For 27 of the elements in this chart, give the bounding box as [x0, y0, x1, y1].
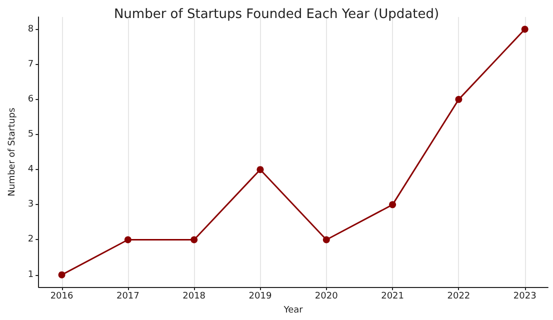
- x-tick-label: 2016: [50, 292, 74, 302]
- point: [58, 271, 66, 278]
- y-tick-label: 7: [28, 59, 34, 70]
- chart-title: Number of Startups Founded Each Year (Updated): [114, 7, 440, 22]
- x-tick-label: 2020: [314, 292, 338, 302]
- y-axis-title: Number of Startups: [8, 107, 18, 196]
- y-tick-label: 8: [28, 24, 34, 34]
- x-axis-title: Year: [282, 306, 304, 316]
- point: [124, 236, 132, 244]
- point: [322, 236, 330, 244]
- x-tick-label: 2017: [116, 292, 140, 302]
- point: [190, 236, 198, 244]
- x-tick-label: 2019: [248, 292, 272, 302]
- point: [389, 201, 396, 208]
- y-tick-label: 2: [28, 234, 34, 245]
- x-tick-label: 2023: [513, 292, 536, 302]
- y-tick-label: 5: [28, 130, 34, 140]
- point: [256, 166, 264, 174]
- y-tick-label: 6: [28, 94, 34, 104]
- x-tick-label: 2022: [447, 292, 470, 302]
- point: [455, 96, 462, 103]
- x-tick-label: 2021: [381, 292, 404, 302]
- y-tick-label: 4: [28, 164, 34, 175]
- point: [521, 26, 528, 33]
- x-tick-label: 2018: [182, 292, 206, 302]
- y-tick-label: 3: [28, 200, 34, 210]
- y-tick-label: 1: [28, 270, 34, 280]
